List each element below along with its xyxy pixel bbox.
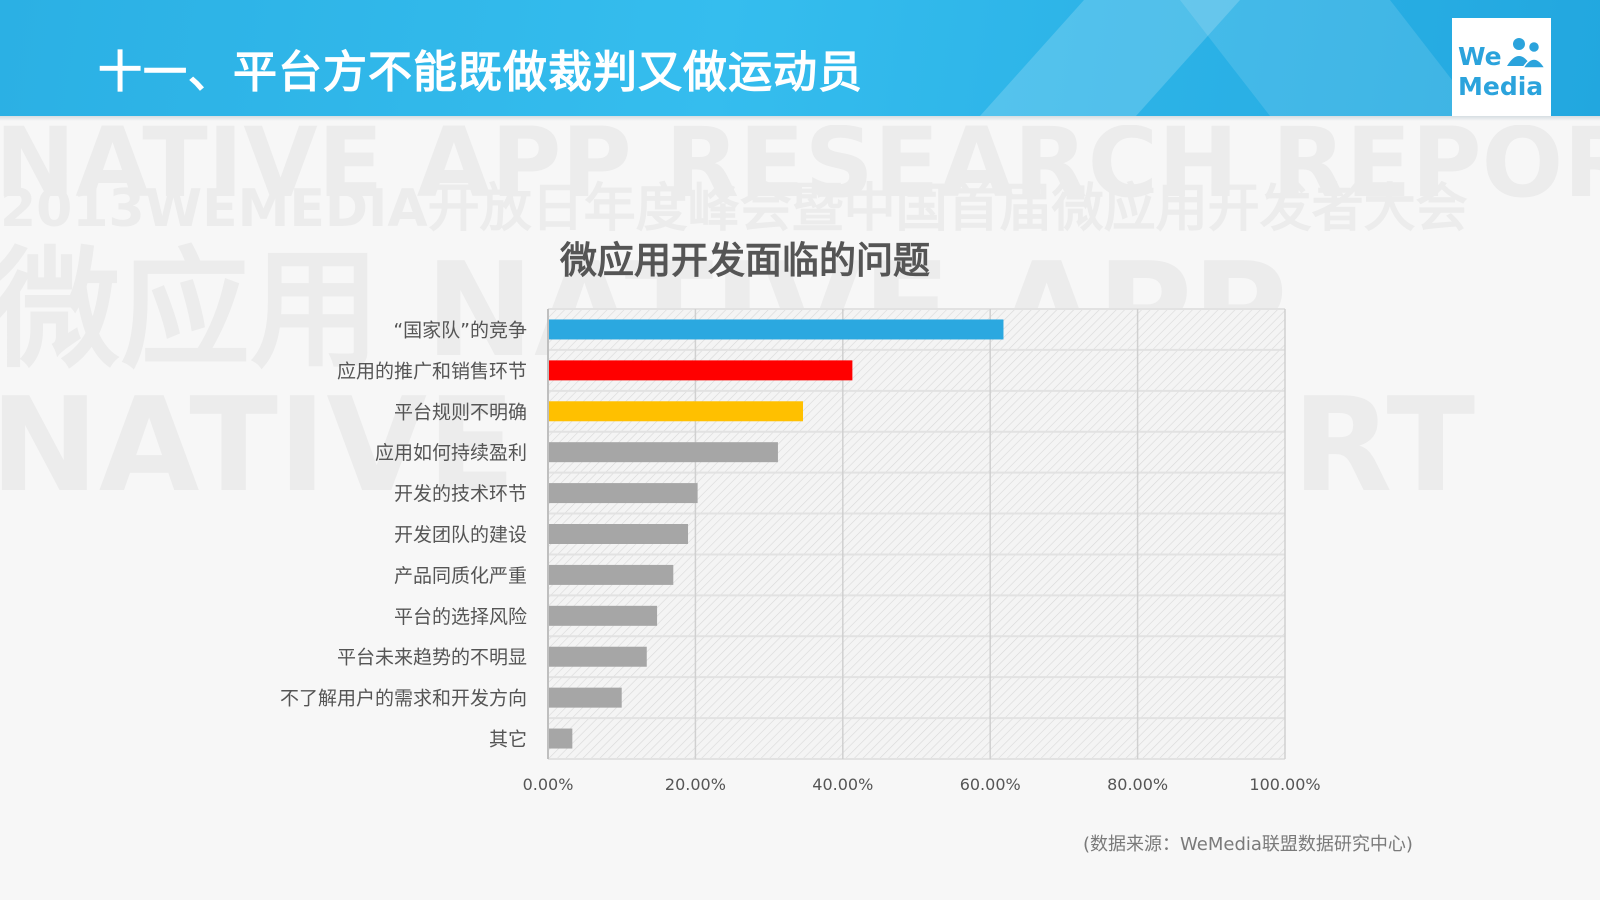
x-tick-label: 20.00% xyxy=(665,775,726,794)
category-label: 开发的技术环节 xyxy=(394,483,527,505)
chart-title: 微应用开发面临的问题 xyxy=(560,239,930,282)
bars xyxy=(549,319,1004,749)
header-banner: 十一、平台方不能既做裁判又做运动员 xyxy=(0,0,1600,116)
header-divider xyxy=(0,116,1600,121)
category-label: 不了解用户的需求和开发方向 xyxy=(280,688,527,710)
x-tick-label: 60.00% xyxy=(960,775,1021,794)
watermark-line: NATIVE APP RESEARCH REPORT xyxy=(0,125,1600,219)
bar xyxy=(549,483,698,504)
slide-title: 十一、平台方不能既做裁判又做运动员 xyxy=(98,47,863,98)
category-label: 平台规则不明确 xyxy=(394,401,527,423)
category-label: 开发团队的建设 xyxy=(394,524,527,546)
x-tick-label: 40.00% xyxy=(812,775,873,794)
bar xyxy=(549,728,573,749)
wemedia-logo: We Media xyxy=(1452,18,1551,116)
category-label: 应用的推广和销售环节 xyxy=(337,360,527,382)
logo-text-media: Media xyxy=(1458,72,1544,101)
category-label: 产品同质化严重 xyxy=(394,565,527,587)
bar xyxy=(549,360,853,381)
data-source-note: (数据来源：WeMedia联盟数据研究中心) xyxy=(1083,834,1413,855)
watermark-line: 2013WEMEDIA开放日年度峰会暨中国首届微应用开发者大会 xyxy=(0,179,1468,239)
category-label: 应用如何持续盈利 xyxy=(375,442,527,464)
bar xyxy=(549,646,647,667)
people-icon xyxy=(1507,38,1547,69)
category-label: 平台的选择风险 xyxy=(394,606,527,628)
category-label: 其它 xyxy=(489,729,527,751)
x-tick-label: 0.00% xyxy=(523,775,574,794)
x-tick-labels: 0.00% 20.00% 40.00% 60.00% 80.00% 100.00% xyxy=(523,775,1321,794)
bar xyxy=(549,524,689,544)
category-label: 平台未来趋势的不明显 xyxy=(337,647,527,669)
category-label: “国家队”的竞争 xyxy=(393,319,527,341)
bar xyxy=(549,442,778,463)
logo-text-we: We xyxy=(1458,42,1502,71)
bar xyxy=(549,687,622,708)
bar xyxy=(549,605,658,626)
grid-lines xyxy=(547,308,1286,760)
category-labels: “国家队”的竞争应用的推广和销售环节平台规则不明确应用如何持续盈利开发的技术环节… xyxy=(280,319,527,750)
bar xyxy=(549,564,674,585)
x-tick-label: 100.00% xyxy=(1249,775,1320,794)
x-tick-label: 80.00% xyxy=(1107,775,1168,794)
bar xyxy=(549,319,1004,340)
bar xyxy=(549,401,804,422)
